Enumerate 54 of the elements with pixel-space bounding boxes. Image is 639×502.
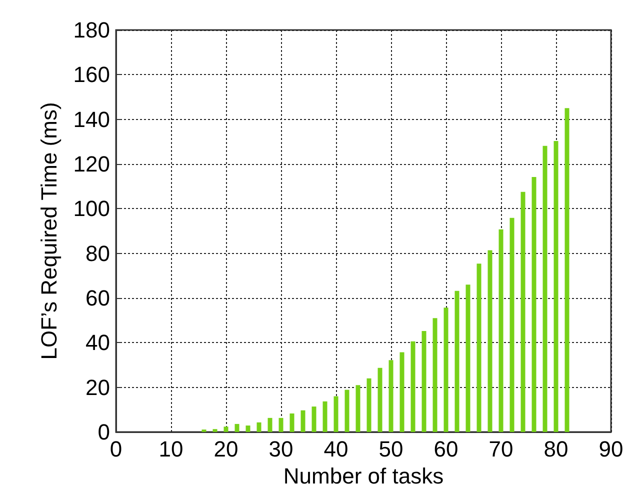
bar [454, 290, 460, 432]
y-tick-label: 180 [73, 18, 110, 42]
x-tick-label: 90 [598, 436, 624, 462]
bar [378, 368, 382, 432]
bar [290, 413, 294, 432]
bar [488, 250, 492, 432]
x-tick-label: 60 [434, 436, 458, 462]
bar [400, 352, 404, 432]
y-tick-label: 40 [86, 330, 110, 356]
y-tick-label: 0 [98, 420, 110, 444]
bar [564, 108, 570, 432]
bar [520, 192, 526, 432]
bar [234, 424, 240, 432]
y-axis-title: LOF’s Required Time (ms) [36, 102, 62, 360]
bar [510, 218, 514, 432]
bar [388, 360, 394, 432]
y-tick-label: 120 [73, 152, 110, 176]
bar [300, 410, 306, 432]
y-tick-label: 20 [86, 374, 110, 400]
bar [256, 422, 262, 432]
bar [224, 426, 228, 432]
x-tick-label: 20 [214, 436, 238, 462]
bar [322, 401, 328, 432]
y-tick-label: 60 [86, 286, 110, 310]
x-tick-label: 80 [544, 436, 568, 462]
x-tick-label: 40 [324, 436, 348, 462]
bar [312, 406, 316, 432]
bar [278, 418, 284, 432]
x-tick-label: 10 [158, 436, 184, 462]
y-tick-label: 100 [73, 196, 110, 222]
bar [212, 429, 218, 432]
bar [410, 341, 416, 432]
y-tick-label: 160 [73, 62, 110, 88]
bar [334, 396, 338, 432]
bar [498, 229, 504, 432]
bar [422, 331, 426, 432]
bar [554, 140, 558, 432]
y-tick-label: 80 [86, 240, 110, 266]
x-tick-label: 70 [488, 436, 514, 462]
bar [476, 264, 482, 432]
bar [246, 426, 250, 432]
bar [366, 378, 372, 432]
x-tick-label: 50 [378, 436, 404, 462]
bar [356, 385, 360, 432]
bar [268, 418, 272, 432]
bar [432, 318, 438, 432]
y-tick-label: 140 [73, 106, 110, 132]
bar [466, 284, 470, 432]
bar [344, 390, 350, 432]
bar [444, 308, 448, 432]
bar [542, 146, 548, 432]
x-axis-title: Number of tasks [283, 463, 444, 488]
x-tick-label: 30 [268, 436, 294, 462]
bar [532, 176, 536, 432]
